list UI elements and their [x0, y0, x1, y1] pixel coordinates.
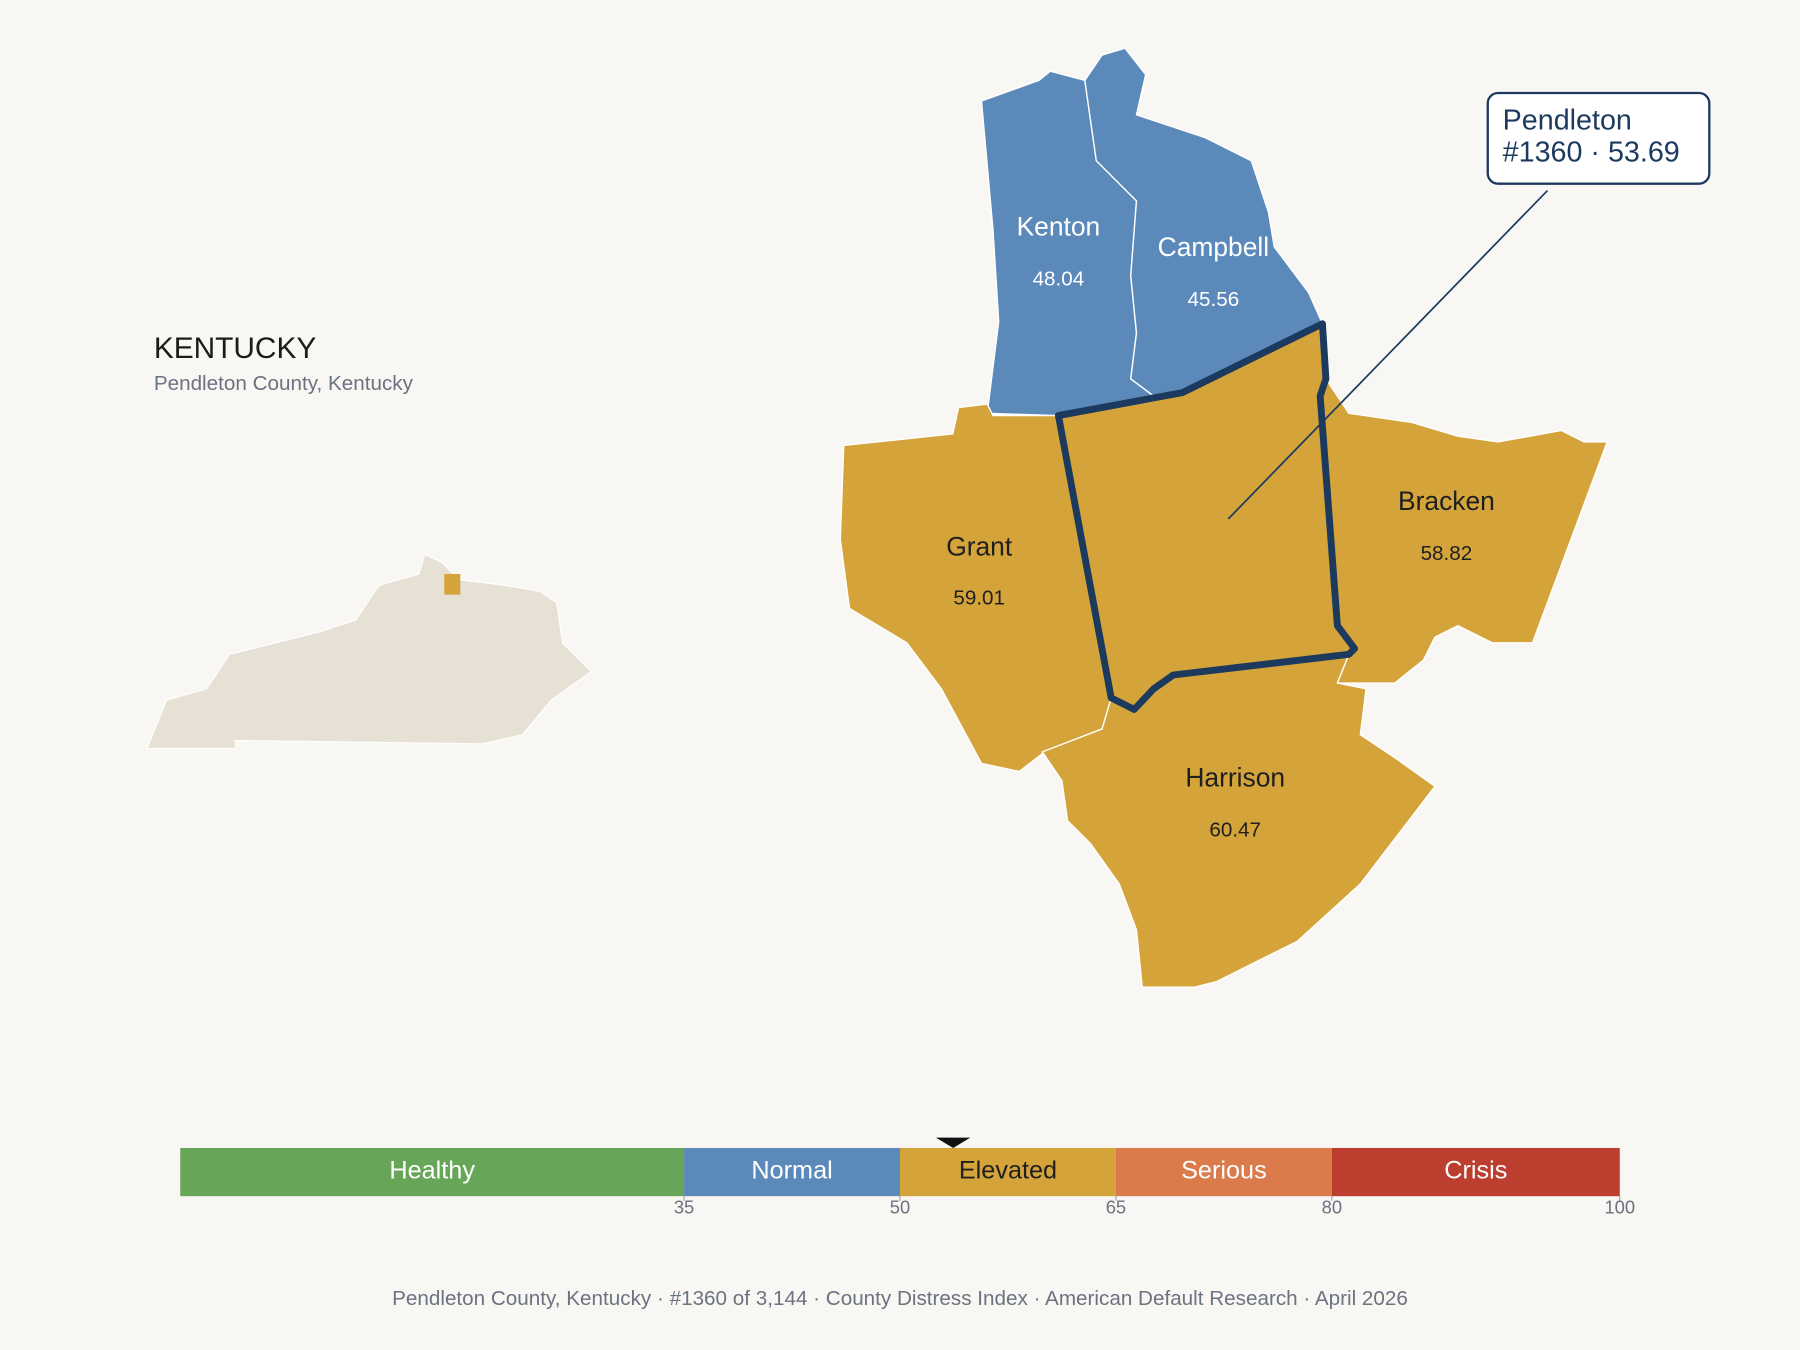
county-name: Harrison — [1185, 762, 1285, 792]
scale-marker — [935, 1137, 971, 1148]
county-value: 48.04 — [1033, 268, 1085, 291]
footer: Pendleton County, Kentucky · #1360 of 3,… — [392, 1287, 1408, 1310]
county-name: Kenton — [1017, 211, 1101, 241]
callout-leader — [1227, 189, 1549, 520]
county-shape — [1084, 47, 1324, 397]
callout-box — [1486, 91, 1711, 185]
state-title: KENTUCKY — [154, 332, 317, 365]
scale-tick-label: 100 — [1604, 1197, 1635, 1218]
scale-band — [684, 1147, 900, 1197]
county-name: Bracken — [1398, 486, 1495, 516]
scale-band-label: Crisis — [1444, 1157, 1507, 1185]
focus-county — [1054, 320, 1359, 713]
state-subtitle: Pendleton County, Kentucky — [154, 372, 414, 395]
callout-line: #1360 · 53.69 — [1503, 136, 1680, 168]
scale-tick-label: 80 — [1322, 1197, 1342, 1218]
scale-band — [180, 1147, 685, 1197]
county-value: 59.01 — [953, 587, 1005, 610]
county-name: Campbell — [1158, 232, 1269, 262]
scale-band — [1331, 1147, 1620, 1197]
scale-tick-label: 65 — [1106, 1197, 1126, 1218]
county-value: 58.82 — [1421, 542, 1473, 565]
callout-title: Pendleton — [1503, 104, 1632, 136]
county-value: 60.47 — [1209, 819, 1261, 842]
state-highlight — [444, 573, 461, 595]
scale-band-label: Normal — [751, 1157, 832, 1185]
scale-band — [1115, 1147, 1332, 1197]
scale-band-label: Serious — [1181, 1157, 1267, 1185]
scale-tick-label: 35 — [674, 1197, 694, 1218]
scale-tick-label: 50 — [890, 1197, 910, 1218]
scale-band-label: Healthy — [389, 1157, 475, 1185]
county-value: 45.56 — [1188, 288, 1240, 311]
scale-band — [900, 1147, 1116, 1197]
scale-band-label: Elevated — [959, 1157, 1057, 1185]
county-name: Grant — [946, 532, 1013, 562]
